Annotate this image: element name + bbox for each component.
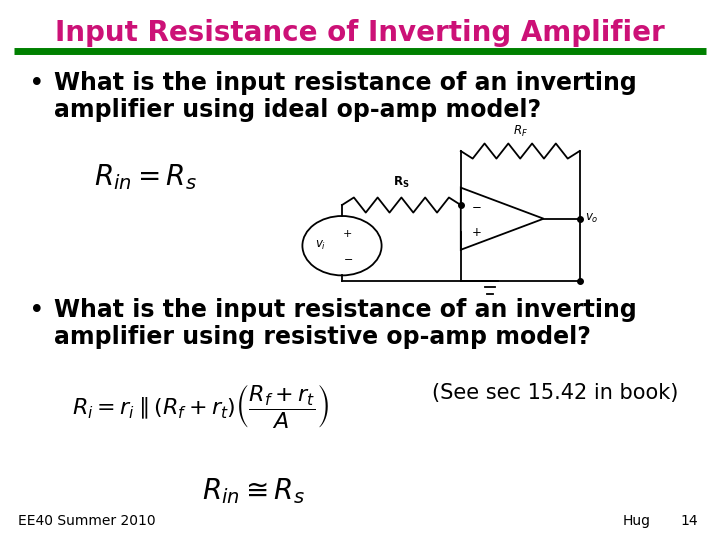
Text: EE40 Summer 2010: EE40 Summer 2010	[18, 514, 156, 528]
Text: $v_i$: $v_i$	[315, 239, 326, 252]
Text: •: •	[29, 71, 45, 97]
Text: $R_i = r_i \parallel (R_f + r_t)\left(\dfrac{R_f + r_t}{A}\right)$: $R_i = r_i \parallel (R_f + r_t)\left(\d…	[72, 382, 329, 430]
Text: What is the input resistance of an inverting: What is the input resistance of an inver…	[54, 71, 636, 95]
Text: Hug: Hug	[623, 514, 651, 528]
Text: 14: 14	[680, 514, 698, 528]
Text: $R_{in} \cong R_s$: $R_{in} \cong R_s$	[202, 476, 305, 506]
Text: $+$: $+$	[471, 226, 482, 239]
Text: amplifier using resistive op-amp model?: amplifier using resistive op-amp model?	[54, 325, 591, 349]
Text: Input Resistance of Inverting Amplifier: Input Resistance of Inverting Amplifier	[55, 19, 665, 47]
Text: $R_F$: $R_F$	[513, 124, 528, 139]
Text: $R_{in} = R_s$: $R_{in} = R_s$	[94, 162, 197, 192]
Text: $-$: $-$	[343, 253, 353, 262]
Text: +: +	[343, 229, 353, 239]
Text: What is the input resistance of an inverting: What is the input resistance of an inver…	[54, 298, 636, 322]
Text: $\mathbf{R_S}$: $\mathbf{R_S}$	[393, 175, 410, 190]
Text: amplifier using ideal op-amp model?: amplifier using ideal op-amp model?	[54, 98, 541, 122]
Text: $-$: $-$	[471, 199, 482, 212]
Text: (See sec 15.42 in book): (See sec 15.42 in book)	[432, 383, 678, 403]
Text: •: •	[29, 298, 45, 324]
Text: $v_o$: $v_o$	[585, 212, 599, 225]
